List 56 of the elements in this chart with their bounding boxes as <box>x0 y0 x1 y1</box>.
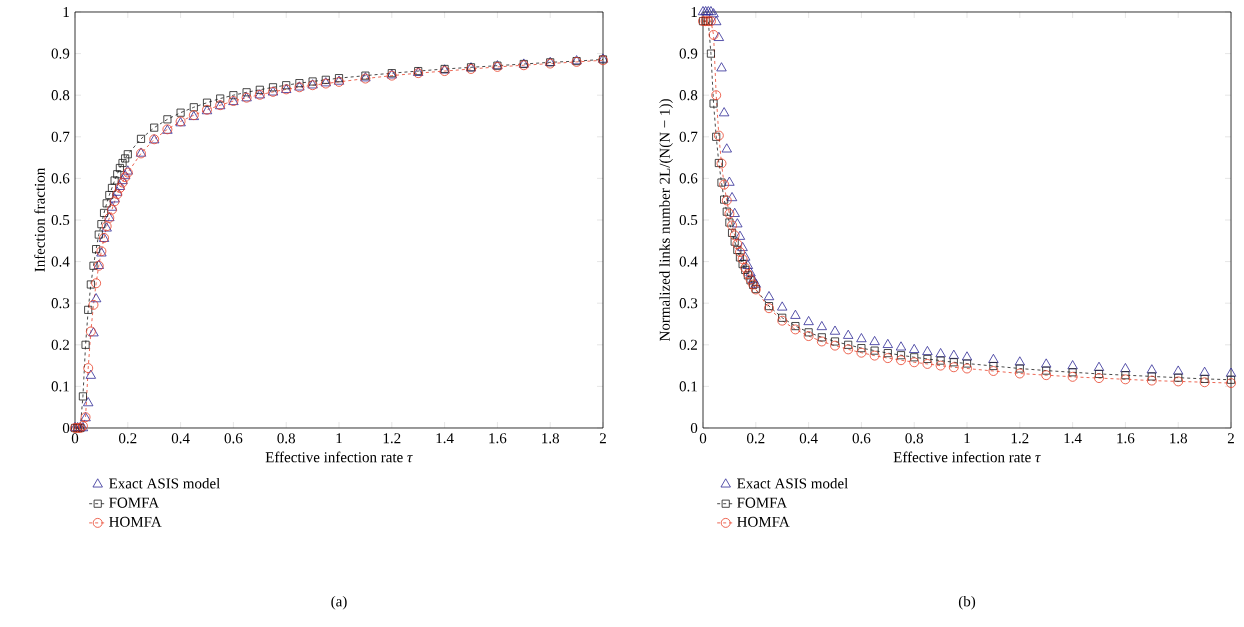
y-tick-label: 0.4 <box>679 256 698 267</box>
y-tick-label: 0.9 <box>679 48 698 59</box>
y-tick-label: 0.8 <box>679 90 698 101</box>
x-axis-title: Effective infection rate τ <box>265 451 413 463</box>
y-tick-label: 0.7 <box>679 131 698 142</box>
x-tick-label: 0.2 <box>118 433 137 444</box>
x-tick-label: 0.2 <box>747 433 765 444</box>
text: (a) <box>331 595 347 610</box>
y-axis-title: Infection fraction <box>34 167 45 272</box>
y-tick-label: 1 <box>63 7 69 17</box>
y-tick-label: 0.4 <box>51 256 70 267</box>
x-tick-label: 1.8 <box>1170 433 1188 444</box>
y-tick-label: 0.3 <box>51 298 70 309</box>
x-tick-label: 1 <box>336 433 342 444</box>
x-tick-label: 1.4 <box>436 433 454 444</box>
y-tick-label: 0 <box>62 422 70 434</box>
x-tick-label: 1 <box>964 433 970 444</box>
legend-label: FOMFA <box>737 497 788 508</box>
text: (b) <box>958 595 976 610</box>
x-tick-label: 2 <box>599 433 606 444</box>
y-tick-label: 0.5 <box>679 214 698 226</box>
x-tick-label: 1.2 <box>1011 433 1029 444</box>
x-tick-label: 0.4 <box>171 433 190 444</box>
x-tick-label: 0.4 <box>799 433 818 444</box>
x-tick-label: 0 <box>71 433 79 444</box>
x-tick-label: 0 <box>699 433 707 444</box>
legend-label: Exact ASIS model <box>737 477 848 489</box>
y-tick-label: 0.2 <box>51 339 69 350</box>
legend-label: HOMFA <box>109 516 162 527</box>
y-tick-label: 1 <box>691 7 697 17</box>
x-tick-label: 1.2 <box>383 433 401 444</box>
y-tick-label: 0.8 <box>51 90 70 101</box>
y-tick-label: 0.9 <box>51 48 70 59</box>
y-tick-label: 0.3 <box>679 298 698 309</box>
y-tick-label: 0.2 <box>679 339 697 350</box>
legend-label: HOMFA <box>737 516 790 527</box>
y-tick-label: 0.7 <box>51 131 70 142</box>
x-tick-label: 1.6 <box>1117 433 1135 444</box>
x-tick-label: 1.4 <box>1064 433 1082 444</box>
x-tick-label: 2 <box>1227 433 1234 444</box>
legend-label: Exact ASIS model <box>109 477 220 489</box>
y-tick-label: 0.5 <box>51 214 70 226</box>
x-tick-label: 1.6 <box>489 433 507 444</box>
x-tick-label: 0.6 <box>224 433 243 444</box>
y-axis-title: Normalized links number 2L/(N(N − 1)) <box>659 99 673 342</box>
x-tick-label: 1.8 <box>542 433 560 444</box>
x-tick-label: 0.6 <box>852 433 871 444</box>
x-tick-label: 0.8 <box>277 433 296 444</box>
y-tick-label: 0 <box>690 422 698 434</box>
y-tick-label: 0.6 <box>679 173 698 184</box>
y-tick-label: 0.6 <box>51 173 70 184</box>
x-axis-title: Effective infection rate τ <box>893 451 1041 463</box>
y-tick-label: 0.1 <box>51 381 69 392</box>
y-tick-label: 0.1 <box>679 381 697 392</box>
x-tick-label: 0.8 <box>905 433 924 444</box>
legend-label: FOMFA <box>109 497 160 508</box>
